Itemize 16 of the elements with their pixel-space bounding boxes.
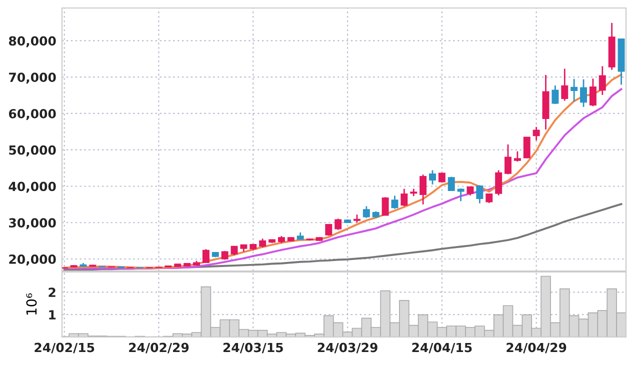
x-tick-label: 24/04/15 [412, 342, 472, 354]
x-tick-label: 24/02/15 [34, 342, 94, 354]
y-tick-label: 2 [48, 288, 56, 297]
x-tick-label: 24/02/29 [129, 342, 189, 354]
y-tick-label: 30,000 [9, 218, 56, 230]
x-tick-label: 24/03/29 [318, 342, 378, 354]
x-tick-label: 24/04/29 [506, 342, 566, 354]
y-tick-label: 50,000 [9, 145, 56, 156]
y-tick-label: 40,000 [8, 182, 56, 193]
y-tick-label: 20,000 [9, 254, 56, 266]
y-tick-label: 1 [49, 310, 56, 320]
y-tick-label: 60,000 [8, 108, 56, 120]
x-tick-label: 24/03/15 [223, 342, 283, 354]
y-axis-title: 10⁶ [26, 293, 37, 315]
y-tick-label: 80,000 [8, 36, 56, 48]
y-tick-label: 70,000 [9, 72, 56, 84]
